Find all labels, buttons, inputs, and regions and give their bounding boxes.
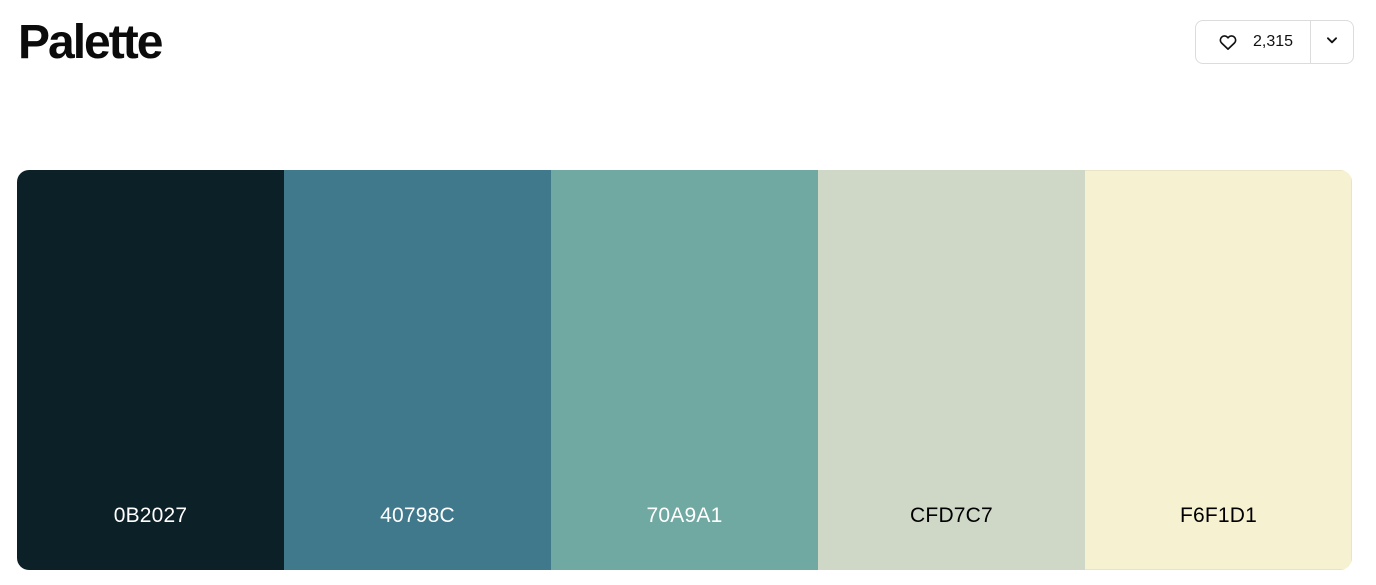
swatch-hex-label[interactable]: 40798C bbox=[380, 504, 455, 527]
color-swatch[interactable]: 0B2027 bbox=[17, 170, 284, 570]
heart-icon bbox=[1217, 31, 1239, 53]
like-button[interactable]: 2,315 bbox=[1196, 21, 1311, 63]
color-swatch[interactable]: 70A9A1 bbox=[551, 170, 818, 570]
swatch-hex-label[interactable]: 0B2027 bbox=[113, 504, 188, 527]
palette-actions: 2,315 bbox=[1195, 20, 1354, 64]
color-swatch[interactable]: CFD7C7 bbox=[818, 170, 1085, 570]
color-swatch[interactable]: F6F1D1 bbox=[1085, 170, 1352, 570]
color-palette: 0B2027 40798C 70A9A1 CFD7C7 F6F1D1 bbox=[17, 170, 1352, 570]
color-swatch[interactable]: 40798C bbox=[284, 170, 551, 570]
swatch-hex-label[interactable]: 70A9A1 bbox=[646, 504, 723, 527]
like-count: 2,315 bbox=[1252, 33, 1294, 50]
page-title: Palette bbox=[18, 16, 163, 69]
swatch-hex-label[interactable]: CFD7C7 bbox=[910, 504, 993, 527]
more-options-button[interactable] bbox=[1311, 21, 1353, 63]
swatch-hex-label[interactable]: F6F1D1 bbox=[1179, 504, 1258, 527]
chevron-down-icon bbox=[1325, 33, 1339, 52]
